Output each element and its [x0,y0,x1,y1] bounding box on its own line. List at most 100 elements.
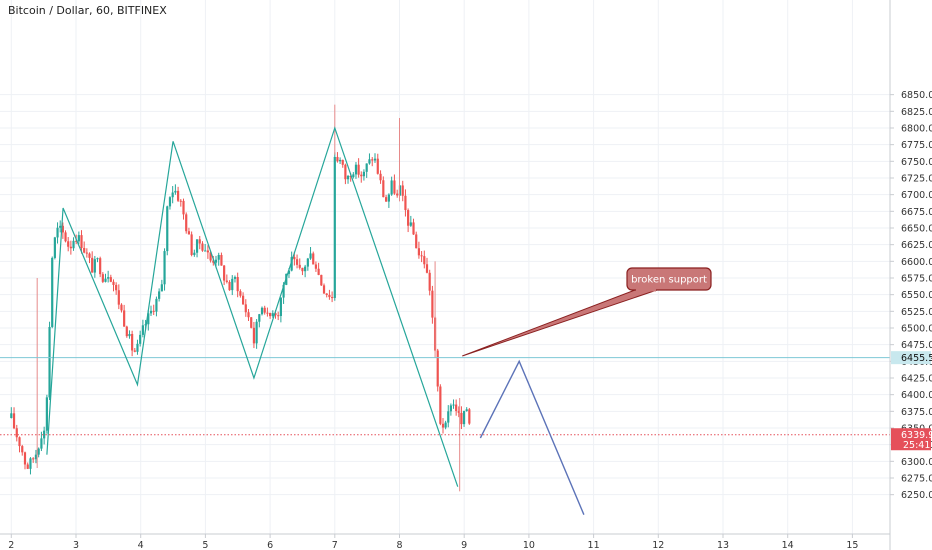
candle-body [174,190,177,193]
time-tick-label: 6 [267,540,273,550]
candle-body [279,297,282,317]
candle-body [271,313,274,317]
candle-body [317,268,320,275]
price-tick-label: 6750.0 [901,157,932,168]
price-tick-label: 6725.0 [901,173,932,184]
price-tick-label: 6700.0 [901,190,932,201]
candle-body [128,334,131,337]
candle-body [185,214,188,232]
candle-body [384,197,388,202]
candle-body [168,197,172,207]
candle-body [166,206,169,252]
time-tick-label: 12 [652,540,664,550]
candle-body [29,458,32,469]
candle-body [447,411,450,423]
candle-body [147,313,150,325]
candle-body [266,312,269,314]
candle-body [201,243,204,251]
candle-body [376,158,379,174]
candle-body [212,260,215,263]
candle-body [93,259,96,273]
candle-body [428,272,431,291]
candle-body [360,174,363,177]
candle-body [298,264,301,268]
candle-body [425,264,429,273]
candle-body [263,307,266,313]
candle-body [69,246,72,249]
candle-body [51,257,54,327]
candle-body [412,222,415,235]
candle-body [322,285,326,294]
candle-body [444,422,447,428]
candle-body [407,210,410,226]
price-tick-label: 6525.0 [901,307,932,318]
price-tick-label: 6250.0 [901,490,932,501]
candle-body [179,200,182,202]
candle-body [252,327,256,344]
chart-title: Bitcoin / Dollar, 60, BITFINEX [8,4,167,17]
candle-body [158,291,161,299]
candle-body [225,280,228,282]
price-tick-label: 6850.0 [901,90,932,101]
projection-line [479,359,585,515]
drawings [0,126,890,515]
candle-body [333,156,336,298]
candle-body [404,195,407,211]
candle-body [220,254,223,266]
time-tick-label: 15 [846,540,858,550]
price-tick-label: 6300.0 [901,457,932,468]
candle-body [371,159,374,161]
candle-body [295,259,299,265]
countdown-label: 25:41 [903,440,930,451]
grid [0,0,890,534]
candle-body [101,274,104,282]
price-tick-label: 6550.0 [901,290,932,301]
candle-body [362,171,366,177]
current-price-label: 6339.9 [901,430,932,441]
candle-body [32,458,35,460]
candle-body [423,256,426,265]
support-price-label: 6455.5 [901,353,932,364]
candle-body [465,409,468,412]
candle-body [83,247,86,253]
candle-body [115,284,118,291]
labels: broken support 6455.5 6339.925:41 [462,267,932,451]
candle-body [171,192,174,198]
candle-body [34,454,38,460]
candle-body [349,175,352,177]
candle-body [468,409,471,424]
candle-body [228,281,231,291]
candle-body [104,278,107,282]
price-tick-label: 6675.0 [901,207,932,218]
candle-body [244,304,247,313]
candle-body [64,232,67,242]
candle-body [195,239,199,253]
candle-body [415,234,418,249]
candle-body [325,293,328,295]
price-tick-label: 6625.0 [901,240,932,251]
candle-body [457,411,460,413]
time-tick-label: 7 [332,540,338,550]
candle-body [123,310,126,327]
time-tick-label: 13 [717,540,729,550]
candle-body [368,159,371,164]
candle-body [144,324,147,326]
candle-body [287,270,291,274]
candle-body [125,326,128,337]
candle-body [393,180,396,194]
candle-body [214,259,218,263]
price-tick-label: 6475.0 [901,340,932,351]
callout-pointer [462,289,658,357]
candle-body [61,225,64,233]
time-tick-label: 10 [523,540,535,550]
candle-body [344,164,347,180]
price-tick-label: 6825.0 [901,107,932,118]
candle-body [401,185,404,196]
candle-body [45,397,48,431]
candle-body [301,267,304,272]
candle-body [18,437,21,447]
candle-body [455,404,458,412]
candle-body [352,174,355,177]
candle-body [439,386,442,424]
candle-body [373,158,377,161]
